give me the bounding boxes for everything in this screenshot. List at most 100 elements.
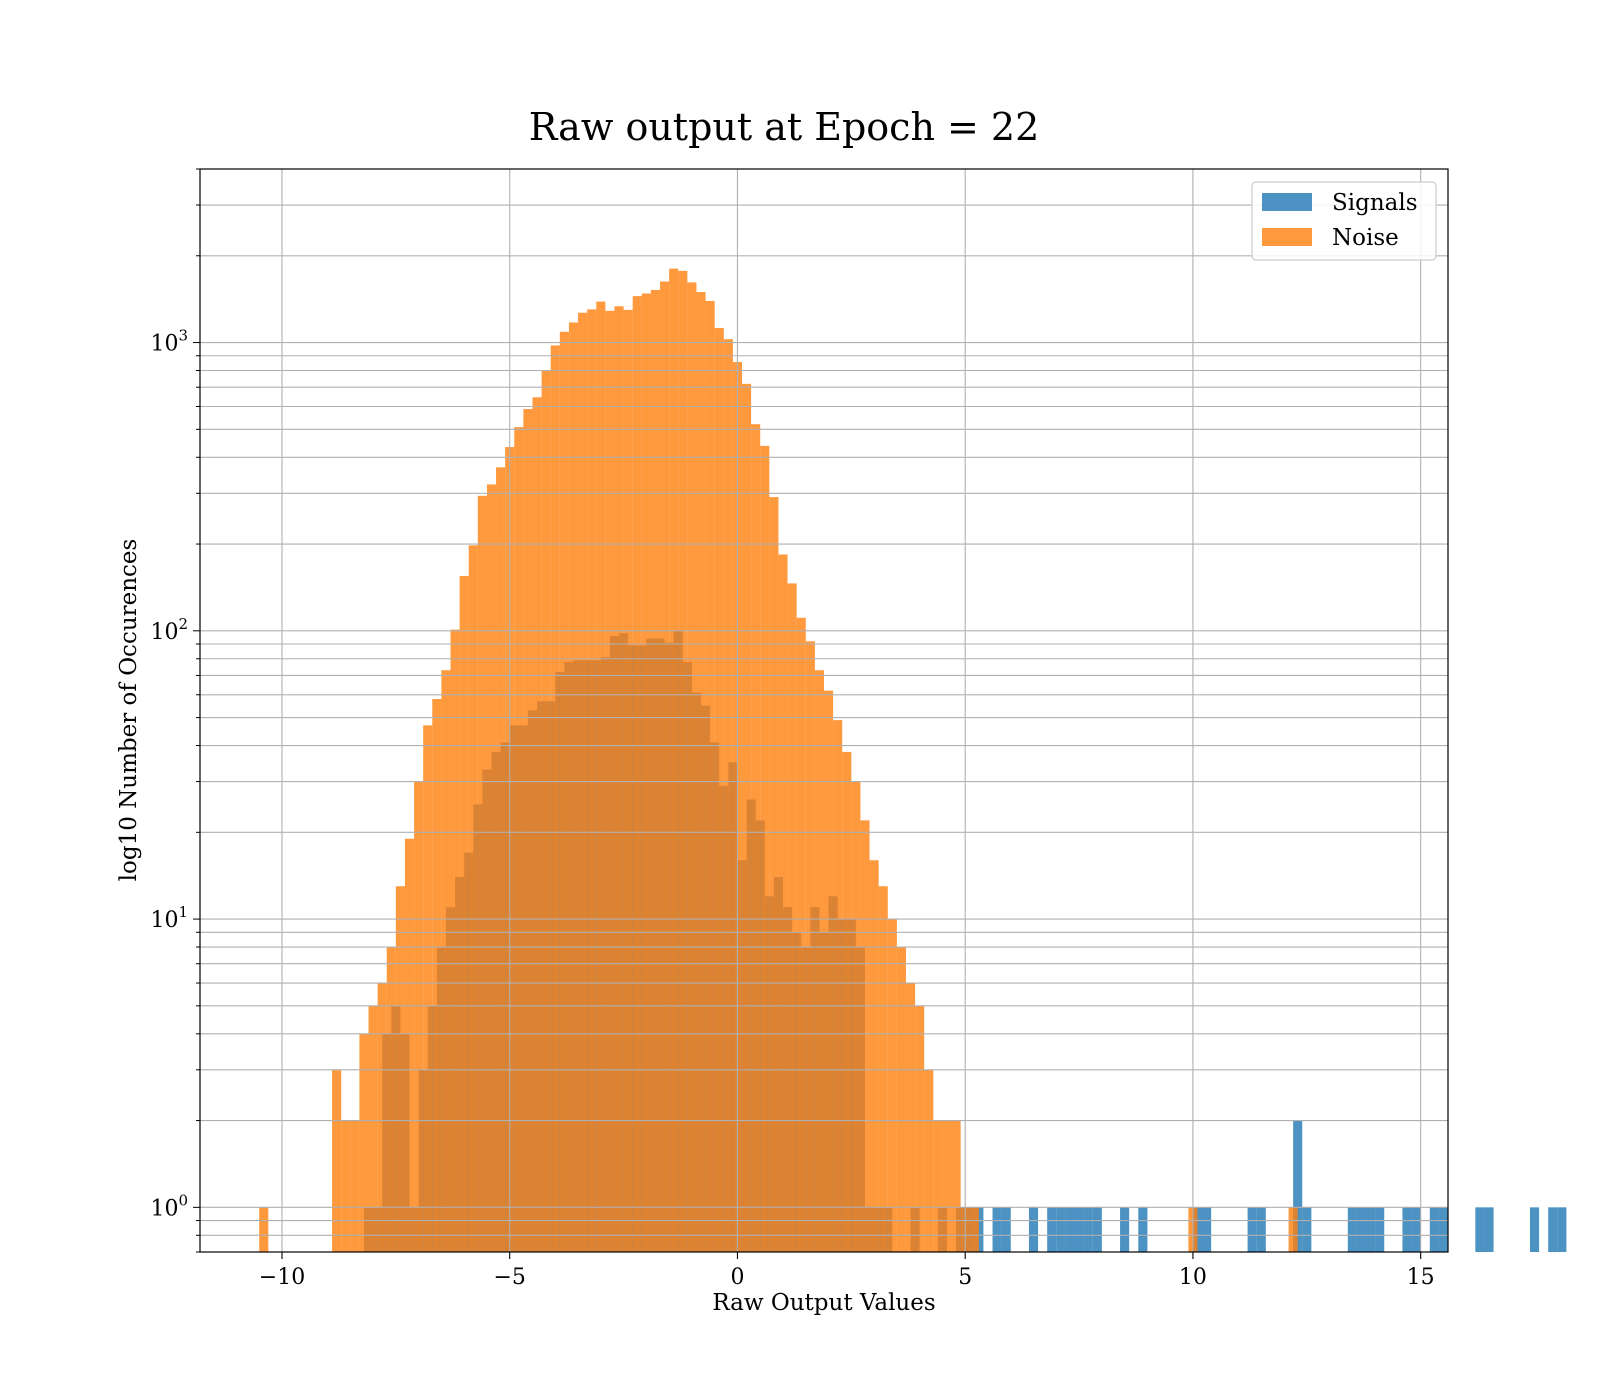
bar-noise — [678, 270, 688, 1252]
bar-signals — [1001, 1207, 1011, 1252]
bars-layer — [259, 268, 1567, 1253]
bar-noise — [742, 383, 752, 1253]
bar-noise — [514, 427, 524, 1253]
bar-signals — [1138, 1207, 1148, 1252]
bar-signals — [974, 1207, 984, 1252]
bar-noise — [887, 919, 897, 1252]
bar-signals — [1293, 1120, 1303, 1252]
legend-label-signals: Signals — [1332, 190, 1418, 216]
bar-noise — [869, 860, 879, 1252]
bar-signals — [1366, 1207, 1376, 1252]
bar-noise — [486, 484, 497, 1252]
bar-noise — [933, 1120, 943, 1252]
bar-signals — [1438, 1207, 1448, 1252]
bar-noise — [951, 1120, 961, 1252]
bar-noise — [395, 886, 405, 1252]
chart-title: Raw output at Epoch = 22 — [529, 105, 1040, 149]
x-tick-label: −5 — [494, 1265, 526, 1290]
bar-noise — [532, 397, 542, 1252]
bar-noise — [696, 292, 706, 1252]
bar-noise — [905, 983, 916, 1252]
bar-noise — [568, 322, 579, 1253]
bar-signals — [1028, 1207, 1039, 1252]
bar-noise — [432, 699, 442, 1252]
bar-noise — [468, 545, 478, 1252]
bar-signals — [1065, 1207, 1075, 1252]
bar-noise — [769, 497, 779, 1253]
x-axis-label: Raw Output Values — [712, 1290, 935, 1316]
plot-frame — [199, 168, 1449, 1253]
bar-noise — [915, 1005, 925, 1252]
bar-signals — [1484, 1207, 1494, 1252]
bar-noise — [614, 306, 624, 1252]
legend-label-noise: Noise — [1332, 225, 1399, 251]
bar-noise — [441, 670, 451, 1252]
y-axis-label: log10 Number of Occurences — [116, 539, 142, 882]
bar-noise — [796, 617, 806, 1252]
bar-noise — [477, 495, 487, 1252]
bar-noise — [632, 296, 642, 1252]
bar-noise — [341, 1120, 351, 1252]
bar-noise — [942, 1120, 952, 1252]
bar-signals — [1356, 1207, 1367, 1252]
bar-noise — [723, 339, 733, 1253]
bar-noise — [550, 345, 560, 1253]
bar-noise — [650, 289, 661, 1253]
y-tick-label: 101 — [150, 903, 188, 933]
bar-noise — [787, 583, 797, 1252]
bar-noise — [423, 725, 433, 1252]
bar-noise — [969, 1207, 979, 1252]
bar-noise — [350, 1120, 360, 1252]
legend-swatch-signals — [1262, 193, 1312, 211]
bar-noise — [860, 820, 870, 1252]
bar-signals — [1402, 1207, 1412, 1252]
bar-noise — [641, 293, 651, 1253]
bar-noise — [760, 445, 770, 1252]
bar-signals — [1375, 1207, 1385, 1252]
bar-noise — [824, 690, 834, 1252]
bar-noise — [814, 670, 824, 1252]
bar-noise — [332, 1069, 342, 1252]
bar-signals — [1083, 1207, 1093, 1252]
bar-signals — [1475, 1207, 1485, 1252]
bar-noise — [359, 1033, 369, 1252]
bar-noise — [714, 328, 724, 1252]
bar-noise — [623, 309, 633, 1252]
bar-noise — [896, 947, 906, 1252]
bar-noise — [377, 983, 387, 1252]
bar-signals — [1074, 1207, 1084, 1252]
x-tick-label: 10 — [1179, 1265, 1207, 1290]
bar-signals — [1256, 1207, 1266, 1252]
bar-noise — [404, 838, 415, 1252]
bar-noise — [541, 370, 551, 1252]
bar-noise — [660, 281, 670, 1252]
bar-noise — [414, 781, 424, 1252]
bar-signals — [1347, 1207, 1357, 1252]
bar-noise — [523, 409, 533, 1252]
bar-noise — [368, 1005, 378, 1252]
bar-signals — [1120, 1207, 1130, 1252]
ticks-layer: −10 −5 0 5 10 15 100 101 102 103 — [150, 168, 1435, 1290]
bar-noise — [705, 300, 715, 1253]
x-tick-label: −10 — [259, 1265, 305, 1290]
bar-noise — [751, 424, 761, 1252]
legend: Signals Noise — [1251, 181, 1437, 261]
bar-signals — [1529, 1207, 1540, 1252]
bar-signals — [992, 1207, 1002, 1252]
legend-swatch-noise — [1262, 228, 1312, 246]
bar-noise — [459, 575, 469, 1252]
bar-noise — [259, 1207, 269, 1252]
bar-signals — [1047, 1207, 1057, 1252]
x-tick-label: 5 — [958, 1265, 972, 1290]
bar-noise — [450, 629, 460, 1252]
bar-noise — [587, 309, 597, 1252]
bar-noise — [842, 751, 852, 1252]
bar-signals — [1302, 1207, 1312, 1252]
bar-noise — [559, 331, 569, 1252]
grid-layer — [200, 168, 1448, 1253]
bar-noise — [386, 947, 396, 1252]
bar-signals — [1557, 1207, 1567, 1252]
bar-signals — [1092, 1207, 1102, 1252]
bar-noise — [833, 720, 843, 1252]
x-tick-label: 0 — [730, 1265, 744, 1290]
